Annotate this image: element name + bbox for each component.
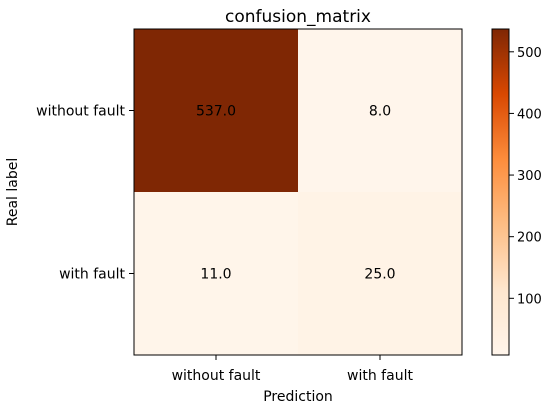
- heatmap-cell: [298, 192, 462, 355]
- y-axis-ticks: without fault with fault: [36, 104, 134, 283]
- x-tick-label: without fault: [172, 368, 261, 384]
- cell-value-label: 11.0: [200, 267, 231, 283]
- x-axis-label: Prediction: [263, 389, 333, 405]
- colorbar-ticks: 100 200 300 400 500: [509, 46, 542, 307]
- colorbar: [491, 28, 510, 356]
- heatmap-cell: [298, 29, 462, 192]
- colorbar-tick-label: 200: [517, 231, 542, 246]
- y-tick-label: with fault: [59, 267, 125, 283]
- colorbar-tick-label: 300: [517, 169, 542, 184]
- y-tick-label: without fault: [36, 104, 125, 120]
- heatmap-cells: [134, 29, 462, 355]
- x-axis-ticks: without fault with fault: [172, 355, 413, 384]
- colorbar-tick-label: 500: [517, 46, 542, 61]
- colorbar-tick-label: 100: [517, 292, 542, 307]
- cell-value-label: 8.0: [369, 104, 391, 120]
- x-tick-label: with fault: [347, 368, 413, 384]
- colorbar-tick-label: 400: [517, 107, 542, 122]
- cell-value-label: 537.0: [196, 104, 236, 120]
- cell-value-label: 25.0: [364, 267, 395, 283]
- cell-labels: 537.0 8.0 11.0 25.0: [196, 104, 396, 283]
- plot-frame: [133, 28, 463, 356]
- heatmap-cell: [134, 29, 298, 192]
- chart-title: confusion_matrix: [225, 7, 371, 27]
- y-axis-label: Real label: [5, 158, 21, 227]
- heatmap-cell: [134, 192, 298, 355]
